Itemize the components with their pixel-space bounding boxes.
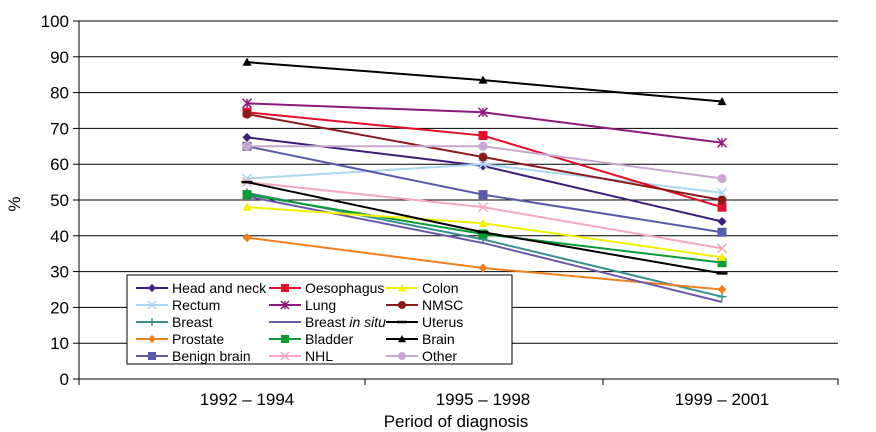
legend-label: Lung xyxy=(305,297,336,313)
y-axis-title: % xyxy=(5,196,24,211)
data-point xyxy=(718,217,727,226)
y-tick-label: 60 xyxy=(50,155,69,174)
data-point xyxy=(398,352,406,360)
data-point xyxy=(281,284,289,292)
y-axis-ticks: 0 10 20 30 40 50 60 70 80 90 100 xyxy=(41,12,79,389)
legend-label: Head and neck xyxy=(172,280,267,296)
legend-label: Uterus xyxy=(422,314,463,330)
data-point xyxy=(148,352,156,360)
legend-label: Breast in situ xyxy=(305,314,386,330)
legend-label: Bladder xyxy=(305,331,354,347)
legend-label: Rectum xyxy=(172,297,220,313)
y-tick-label: 100 xyxy=(41,12,69,31)
x-axis-ticks: 1992 – 1994 1995 – 1998 1999 – 2001 xyxy=(79,379,838,409)
legend-label: NHL xyxy=(305,348,333,364)
legend-label: Colon xyxy=(422,280,459,296)
data-point xyxy=(243,190,252,199)
data-point xyxy=(243,133,252,142)
y-tick-label: 80 xyxy=(50,84,69,103)
x-tick-label: 1992 – 1994 xyxy=(200,390,295,409)
x-tick-label: 1995 – 1998 xyxy=(436,390,531,409)
x-tick-label: 1999 – 2001 xyxy=(675,390,770,409)
series-layer xyxy=(242,58,728,302)
legend-label: Benign brain xyxy=(172,348,251,364)
data-point xyxy=(479,153,488,162)
data-point xyxy=(243,142,252,151)
data-point xyxy=(718,285,727,294)
y-tick-label: 30 xyxy=(50,263,69,282)
data-point xyxy=(718,174,727,183)
series-brain xyxy=(243,58,727,105)
data-point xyxy=(479,190,488,199)
y-tick-label: 70 xyxy=(50,119,69,138)
legend-label: Other xyxy=(422,348,457,364)
y-tick-label: 0 xyxy=(60,370,69,389)
data-point xyxy=(281,335,289,343)
data-point xyxy=(479,161,488,170)
y-tick-label: 10 xyxy=(50,334,69,353)
y-tick-label: 90 xyxy=(50,48,69,67)
data-point xyxy=(243,233,252,242)
x-axis-title: Period of diagnosis xyxy=(384,412,529,431)
y-tick-label: 40 xyxy=(50,227,69,246)
legend: Head and neckRectumBreastProstateBenign … xyxy=(127,275,512,364)
data-point xyxy=(718,196,727,205)
legend-label: Prostate xyxy=(172,331,224,347)
series-bladder xyxy=(243,190,727,267)
data-point xyxy=(398,301,406,309)
legend-label: Oesophagus xyxy=(305,280,384,296)
data-point xyxy=(479,142,488,151)
data-point xyxy=(243,110,252,119)
legend-label: NMSC xyxy=(422,297,463,313)
series-nhl xyxy=(243,178,727,253)
legend-label: Breast xyxy=(172,314,213,330)
data-point xyxy=(718,228,727,237)
data-point xyxy=(479,131,488,140)
y-tick-label: 50 xyxy=(50,191,69,210)
legend-label: Brain xyxy=(422,331,455,347)
y-tick-label: 20 xyxy=(50,298,69,317)
